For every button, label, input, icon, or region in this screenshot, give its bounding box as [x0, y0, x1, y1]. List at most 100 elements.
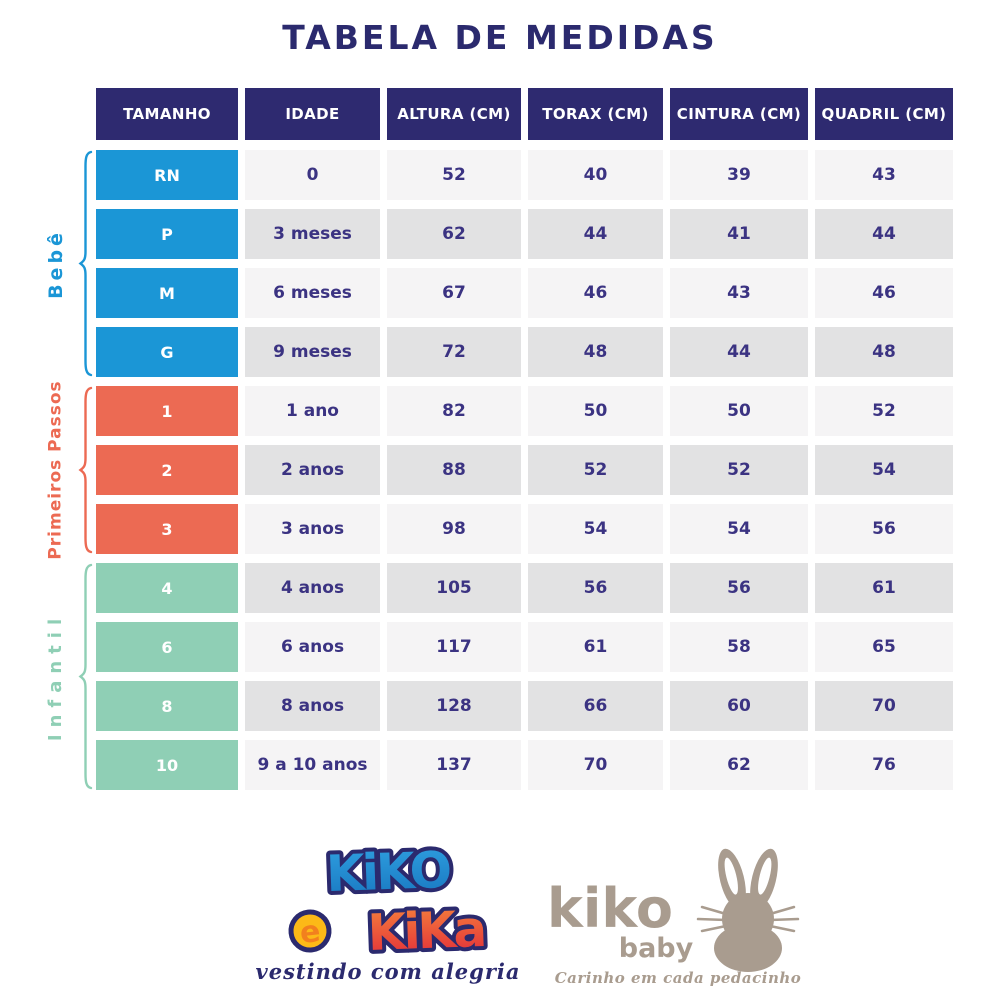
table-cell: 43	[815, 150, 953, 200]
page-title: TABELA DE MEDIDAS	[282, 18, 718, 57]
table-cell: 46	[815, 268, 953, 318]
table-cell: 4 anos	[245, 563, 380, 613]
kiko-e-kika-logo: KiKO e KiKa vestindo com alegria	[238, 843, 538, 984]
table-cell: 54	[528, 504, 663, 554]
size-cell: 4	[96, 563, 238, 613]
table-cell: 82	[387, 386, 521, 436]
table-cell: 40	[528, 150, 663, 200]
table-cell: 128	[387, 681, 521, 731]
size-cell: 8	[96, 681, 238, 731]
table-cell: 58	[670, 622, 808, 672]
kika-word: KiKa	[367, 900, 485, 959]
table-cell: 50	[670, 386, 808, 436]
group-bebe: RN 0 52 40 39 43 P 3 meses 62 44 41 44 M 6 meses 67 46 4…	[45, 150, 954, 377]
group-brace-icon	[78, 386, 93, 554]
table-cell: 52	[528, 445, 663, 495]
table-cell: 44	[670, 327, 808, 377]
e-ball-icon: e	[288, 909, 332, 953]
table-cell: 56	[815, 504, 953, 554]
table-cell: 50	[528, 386, 663, 436]
footer-logos: KiKO e KiKa vestindo com alegria kiko ba…	[28, 843, 1000, 987]
table-cell: 46	[528, 268, 663, 318]
size-cell: 1	[96, 386, 238, 436]
table-cell: 61	[815, 563, 953, 613]
table-cell: 2 anos	[245, 445, 380, 495]
table-cell: 54	[670, 504, 808, 554]
table-cell: 105	[387, 563, 521, 613]
group-label-box: Primeiros Passos	[34, 380, 78, 559]
table-cell: 1 ano	[245, 386, 380, 436]
e-letter: e	[298, 914, 322, 951]
table-cell: 56	[528, 563, 663, 613]
column-header-4: CINTURA (CM)	[670, 88, 808, 140]
table-cell: 61	[528, 622, 663, 672]
group-brace-icon	[78, 150, 93, 377]
table-cell: 8 anos	[245, 681, 380, 731]
table-cell: 48	[528, 327, 663, 377]
table-body: RN 0 52 40 39 43 P 3 meses 62 44 41 44 M 6 meses 67 46 4…	[45, 150, 954, 790]
table-cell: 76	[815, 740, 953, 790]
table-cell: 52	[815, 386, 953, 436]
group-label-primeiros-passos: Primeiros Passos	[46, 380, 67, 560]
table-cell: 39	[670, 150, 808, 200]
table-cell: 0	[245, 150, 380, 200]
table-cell: 117	[387, 622, 521, 672]
table-cell: 43	[670, 268, 808, 318]
table-cell: 56	[670, 563, 808, 613]
size-cell: P	[96, 209, 238, 259]
size-cell: 2	[96, 445, 238, 495]
table-cell: 52	[670, 445, 808, 495]
table-cell: 67	[387, 268, 521, 318]
group-label-bebe: Bebê	[45, 228, 68, 299]
table-cell: 9 meses	[245, 327, 380, 377]
table-cell: 52	[387, 150, 521, 200]
table-cell: 72	[387, 327, 521, 377]
size-cell: RN	[96, 150, 238, 200]
measurements-table: TAMANHO IDADE ALTURA (CM) TORAX (CM) CINTURA…	[45, 88, 954, 799]
table-cell: 48	[815, 327, 953, 377]
table-row: 10 9 a 10 anos 137 70 62 76	[96, 740, 954, 790]
table-cell: 70	[528, 740, 663, 790]
column-header-1: IDADE	[245, 88, 380, 140]
table-cell: 44	[815, 209, 953, 259]
column-header-3: TORAX (CM)	[528, 88, 663, 140]
table-cell: 9 a 10 anos	[245, 740, 380, 790]
table-cell: 62	[670, 740, 808, 790]
kiko-baby-tagline: Carinho em cada pedacinho	[554, 969, 802, 987]
size-cell: 10	[96, 740, 238, 790]
table-cell: 88	[387, 445, 521, 495]
group-label-box: Bebê	[34, 150, 78, 377]
kiko-baby-wordmark-icon: kiko baby	[547, 848, 800, 972]
table-cell: 3 meses	[245, 209, 380, 259]
table-cell: 70	[815, 681, 953, 731]
table-cell: 3 anos	[245, 504, 380, 554]
table-cell: 6 anos	[245, 622, 380, 672]
kiko-word: KiKO	[325, 843, 450, 903]
table-cell: 60	[670, 681, 808, 731]
group-label-box: Infantil	[34, 563, 78, 790]
table-cell: 41	[670, 209, 808, 259]
column-header-2: ALTURA (CM)	[387, 88, 521, 140]
bunny-icon	[696, 848, 800, 972]
bunny-whiskers	[696, 905, 800, 933]
table-row: RN 0 52 40 39 43	[96, 150, 954, 200]
kiko-baby-logo: kiko baby	[538, 843, 818, 987]
kiko-e-kika-wordmark-icon: KiKO e KiKa	[288, 843, 489, 959]
table-cell: 98	[387, 504, 521, 554]
table-header-row: TAMANHO IDADE ALTURA (CM) TORAX (CM) CINTURA…	[96, 88, 954, 140]
size-cell: 6	[96, 622, 238, 672]
table-cell: 66	[528, 681, 663, 731]
table-cell: 65	[815, 622, 953, 672]
group-label-infantil: Infantil	[45, 611, 67, 742]
